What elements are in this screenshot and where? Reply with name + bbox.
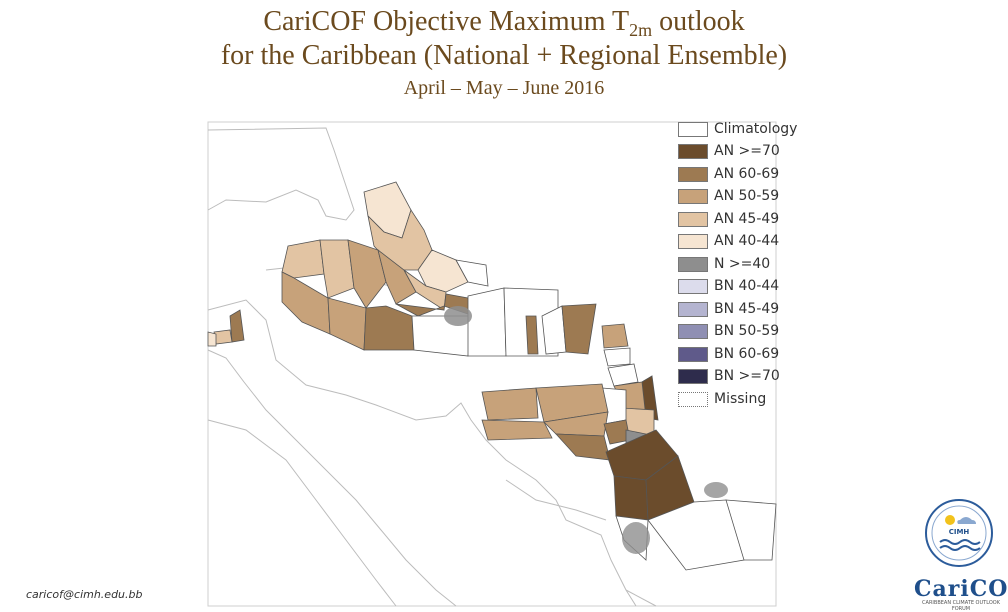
- title-line-1: CariCOF Objective Maximum T2m outlook: [263, 6, 745, 40]
- legend-swatch: [678, 143, 708, 159]
- caricof-logo-name: CariCOF: [914, 576, 1008, 602]
- caricof-logo: CariCOF CARIBBEAN CLIMATE OUTLOOK FORUM: [914, 576, 1008, 612]
- legend-item-bn-45-49: BN 45-49: [678, 298, 779, 320]
- legend-item-bn-50-59: BN 50-59: [678, 320, 779, 342]
- legend-item-an-50-59: AN 50-59: [678, 185, 779, 207]
- legend-item-an-60-69: AN 60-69: [678, 163, 779, 185]
- legend-swatch: [678, 233, 708, 249]
- legend-item-n-40: N >=40: [678, 253, 770, 275]
- legend-swatch: [678, 368, 708, 384]
- contact-email: caricof@cimh.edu.bb: [26, 588, 143, 601]
- legend-item-missing: Missing: [678, 388, 766, 410]
- legend-swatch: [678, 346, 708, 362]
- legend-swatch: [678, 323, 708, 339]
- outlook-map: [207, 121, 777, 607]
- legend-swatch: [678, 256, 708, 272]
- legend-item-climatology: Climatology: [678, 118, 797, 140]
- legend-swatch: [678, 188, 708, 204]
- legend-swatch: [678, 301, 708, 317]
- legend-swatch: [678, 391, 708, 407]
- legend-swatch: [678, 278, 708, 294]
- cimh-logo: CIMH: [925, 499, 993, 567]
- title-line-2: for the Caribbean (National + Regional E…: [220, 40, 788, 71]
- legend-swatch: [678, 166, 708, 182]
- title-season: April – May – June 2016: [403, 77, 605, 99]
- caricof-logo-subtitle: CARIBBEAN CLIMATE OUTLOOK FORUM: [922, 600, 1000, 612]
- svg-text:CIMH: CIMH: [949, 528, 970, 536]
- legend-item-an-40-44: AN 40-44: [678, 230, 779, 252]
- legend-swatch: [678, 121, 708, 137]
- legend-item-an-70: AN >=70: [678, 140, 780, 162]
- legend-item-bn-60-69: BN 60-69: [678, 343, 779, 365]
- legend-item-bn-70: BN >=70: [678, 365, 780, 387]
- legend-swatch: [678, 211, 708, 227]
- legend-item-bn-40-44: BN 40-44: [678, 275, 779, 297]
- legend-item-an-45-49: AN 45-49: [678, 208, 779, 230]
